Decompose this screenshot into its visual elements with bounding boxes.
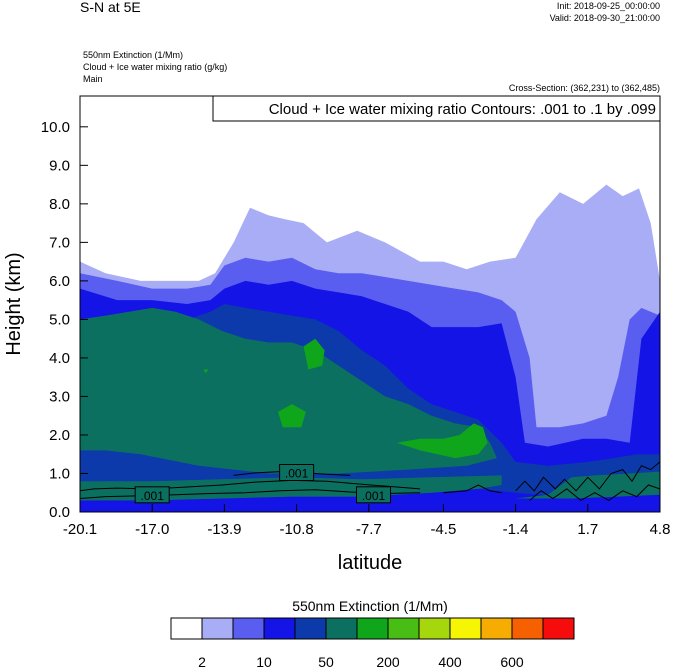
colorbar-swatch-12 — [542, 617, 575, 640]
extinction-band-600-blob-4 — [203, 369, 209, 374]
colorbar-swatch-6 — [356, 617, 389, 640]
x-tick-label-6: -1.4 — [503, 521, 529, 538]
plot-title: S-N at 5E — [80, 0, 141, 15]
contour-label-1: .001 — [141, 489, 165, 503]
extinction-band-600-blob-1 — [303, 338, 325, 370]
contour-label-2: .001 — [285, 467, 309, 481]
y-tick-label-3: 3.0 — [49, 388, 70, 405]
y-tick-label-0: 0.0 — [49, 504, 70, 521]
contour-label-box-1 — [134, 486, 170, 504]
y-tick-label-6: 6.0 — [49, 273, 70, 290]
colorbar-label-0: 2 — [198, 654, 206, 668]
colorbar-swatch-10 — [480, 617, 513, 640]
colorbar-label-5: 600 — [500, 654, 524, 668]
contour-info-text: Cloud + Ice water mixing ratio Contours:… — [269, 101, 656, 118]
colorbar-swatch-0 — [170, 617, 203, 640]
contour-line-5 — [515, 461, 660, 492]
y-tick-label-7: 7.0 — [49, 234, 70, 251]
valid-time: Valid: 2018-09-30_21:00:00 — [550, 13, 660, 23]
contour-info-box — [212, 95, 661, 122]
x-tick-label-7: 1.7 — [577, 521, 598, 538]
colorbar — [170, 617, 575, 640]
colorbar-swatch-11 — [511, 617, 544, 640]
field-label-main: Main — [83, 74, 103, 84]
colorbar-swatch-5 — [325, 617, 358, 640]
colorbar-swatch-9 — [449, 617, 482, 640]
colorbar-swatch-2 — [232, 617, 265, 640]
y-axis-ticks: 0.0 1.0 2.0 3.0 4.0 5.0 6.0 7.0 8.0 9.0 10.0 — [41, 119, 88, 521]
colorbar-swatch-1 — [201, 617, 234, 640]
colorbar-label-4: 400 — [438, 654, 462, 668]
x-tick-label-4: -7.7 — [356, 521, 382, 538]
x-axis-label: latitude — [338, 552, 403, 574]
field-label-extinction: 550nm Extinction (1/Mm) — [83, 50, 183, 60]
contour-line-1 — [80, 479, 421, 492]
y-tick-label-10: 10.0 — [41, 119, 70, 136]
x-tick-label-3: -10.8 — [280, 521, 314, 538]
cross-section-label: Cross-Section: (362,231) to (362,485) — [509, 83, 660, 93]
extinction-band-600-blob-2 — [278, 404, 306, 428]
contour-line-6 — [529, 484, 660, 502]
contour-line-4 — [443, 484, 502, 494]
colorbar-labels: 2 10 50 200 400 600 — [198, 654, 524, 668]
y-tick-label-2: 2.0 — [49, 427, 70, 444]
x-tick-label-0: -20.1 — [63, 521, 97, 538]
x-axis-ticks: -20.1 -17.0 -13.9 -10.8 -7.7 -4.5 -1.4 1.7 4.8 — [63, 504, 671, 538]
colorbar-label-1: 10 — [256, 654, 272, 668]
y-tick-label-4: 4.0 — [49, 350, 70, 367]
contour-label-3: .001 — [362, 489, 386, 503]
colorbar-title: 550nm Extinction (1/Mm) — [292, 598, 448, 614]
contour-label-box-3 — [356, 486, 391, 504]
x-tick-label-1: -17.0 — [135, 521, 169, 538]
x-tick-label-5: -4.5 — [430, 521, 456, 538]
y-axis-label: Height (km) — [3, 252, 25, 355]
contour-label-box-2 — [279, 464, 315, 481]
extinction-band-600-blob-3 — [396, 423, 488, 459]
extinction-bands — [80, 184, 660, 512]
extinction-band-400 — [80, 307, 497, 474]
colorbar-swatch-4 — [294, 617, 327, 640]
colorbar-swatch-7 — [387, 617, 420, 640]
colorbar-swatch-3 — [263, 617, 296, 640]
init-time: Init: 2018-09-25_00:00:00 — [557, 1, 660, 11]
x-tick-label-2: -13.9 — [207, 521, 241, 538]
x-tick-label-8: 4.8 — [650, 521, 671, 538]
field-label-cloud: Cloud + Ice water mixing ratio (g/kg) — [83, 62, 227, 72]
y-tick-label-5: 5.0 — [49, 311, 70, 328]
y-tick-label-8: 8.0 — [49, 196, 70, 213]
y-tick-label-9: 9.0 — [49, 157, 70, 174]
colorbar-label-3: 200 — [376, 654, 400, 668]
colorbar-label-2: 50 — [318, 654, 334, 668]
colorbar-swatch-8 — [418, 617, 451, 640]
contour-labels: .001 .001 .001 — [134, 464, 391, 504]
y-tick-label-1: 1.0 — [49, 465, 70, 482]
